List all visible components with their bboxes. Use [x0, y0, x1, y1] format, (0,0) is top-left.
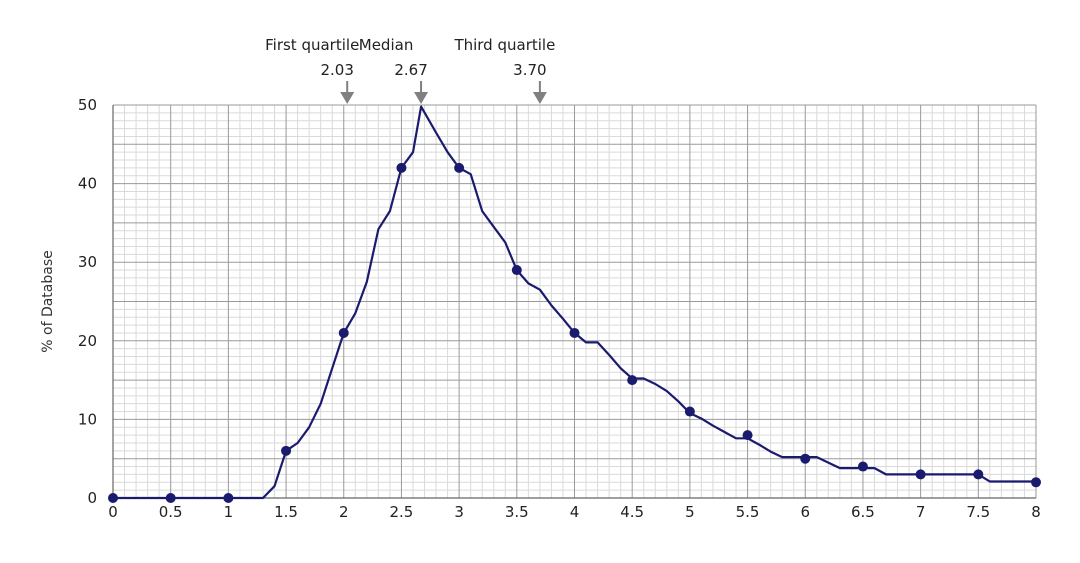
data-point: [627, 375, 638, 386]
quartile-annotations: First quartile 2.03 Median 2.67 Third quarti…: [265, 36, 555, 104]
x-tick-label: 4: [570, 503, 580, 521]
data-point: [511, 265, 522, 276]
quartile-value: 2.03: [321, 61, 354, 79]
x-tick-label: 5.5: [736, 503, 760, 521]
y-tick-label: 40: [78, 175, 97, 193]
y-tick-label: 10: [78, 410, 97, 428]
data-point: [281, 445, 292, 456]
x-tick-label: 7: [916, 503, 926, 521]
x-tick-label: 6: [800, 503, 810, 521]
quartile-value: 3.70: [513, 61, 546, 79]
axes: [112, 105, 1036, 499]
x-tick-label: 4.5: [620, 503, 644, 521]
x-tick-label: 2: [339, 503, 349, 521]
quartile-label: First quartile: [265, 36, 359, 54]
quartile-label: Median: [359, 36, 414, 54]
y-axis-label: % of Database: [40, 250, 56, 353]
y-tick-label: 30: [78, 253, 97, 271]
x-tick-label: 2.5: [390, 503, 414, 521]
down-arrow-icon: [340, 92, 355, 104]
series-layer: [108, 105, 1041, 503]
data-point: [165, 493, 176, 503]
down-arrow-icon: [532, 92, 547, 104]
data-point: [396, 162, 407, 173]
x-tick-label: 3: [454, 503, 464, 521]
data-point: [915, 469, 926, 480]
x-tick-label: 1: [224, 503, 234, 521]
quartile-marker: First quartile 2.03: [265, 36, 359, 104]
y-tick-labels: 0 10 20 30 40 50: [78, 96, 97, 507]
y-tick-label: 20: [78, 332, 97, 350]
y-tick-label: 0: [87, 489, 97, 507]
data-point: [684, 406, 695, 417]
x-tick-label: 7.5: [966, 503, 990, 521]
x-tick-label: 0.5: [159, 503, 183, 521]
x-tick-label: 1.5: [274, 503, 298, 521]
data-point: [454, 162, 465, 173]
major-gridlines: [112, 104, 1037, 499]
data-point: [569, 327, 580, 338]
quartile-value: 2.67: [394, 61, 427, 79]
x-tick-label: 0: [108, 503, 118, 521]
data-point: [1031, 477, 1041, 488]
quartile-marker: Third quartile 3.70: [453, 36, 555, 104]
quartile-marker: Median 2.67: [359, 36, 429, 104]
data-point: [857, 461, 868, 472]
x-tick-label: 3.5: [505, 503, 529, 521]
data-point: [338, 327, 349, 338]
data-point: [973, 469, 984, 480]
data-point: [108, 493, 118, 503]
x-tick-label: 6.5: [851, 503, 875, 521]
data-point: [800, 453, 811, 464]
x-tick-labels: 0 0.5 1 1.5 2 2.5 3 3.5 4 4.5 5 5.5 6 6.5 7 7.5 8: [108, 503, 1041, 521]
down-arrow-icon: [414, 92, 429, 104]
data-point: [223, 493, 234, 503]
y-tick-label: 50: [78, 96, 97, 114]
data-point: [742, 430, 753, 441]
quartile-label: Third quartile: [453, 36, 555, 54]
x-tick-label: 8: [1031, 503, 1041, 521]
x-tick-label: 5: [685, 503, 695, 521]
